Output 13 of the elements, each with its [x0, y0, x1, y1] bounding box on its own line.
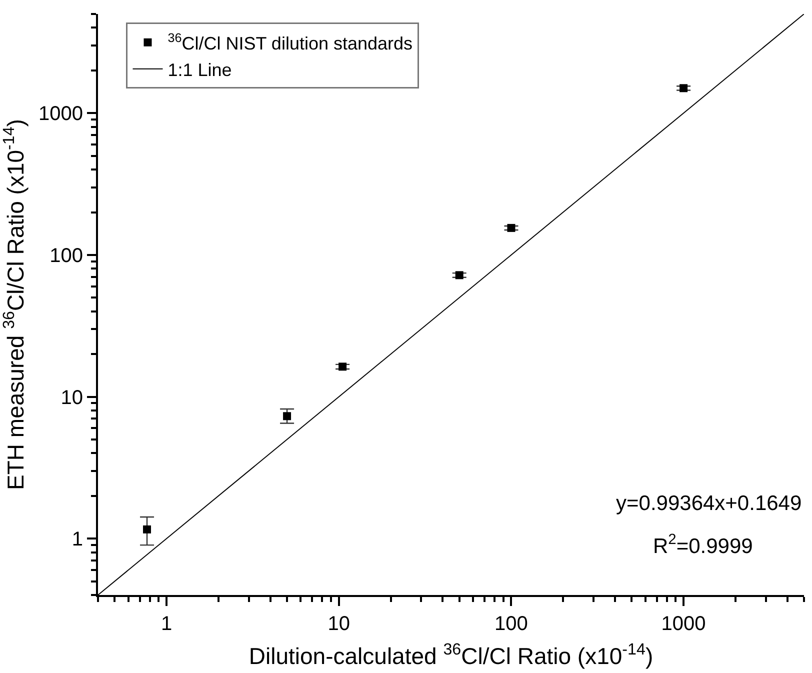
- x-tick-label: 10: [328, 613, 350, 635]
- annotation: y=0.99364x+0.1649: [616, 492, 802, 515]
- y-tick-label: 100: [50, 244, 83, 267]
- y-tick-label: 1000: [38, 103, 83, 126]
- y-tick-label: 10: [60, 386, 83, 409]
- legend-label: $^{36}$Cl/Cl NIST dilution standards: [168, 30, 413, 54]
- y-tick-label: 1: [72, 528, 83, 551]
- x-axis-title: Dilution-calculated $^{36}$Cl/Cl Ratio (x10$^{-14}$): [248, 640, 654, 670]
- x-tick-label: 1000: [661, 613, 706, 635]
- annotation: R$^{2}$=0.9999: [653, 532, 753, 558]
- x-tick-label: 1: [161, 613, 172, 635]
- legend-label: 1:1 Line: [168, 60, 232, 80]
- x-tick-label: 100: [494, 613, 528, 635]
